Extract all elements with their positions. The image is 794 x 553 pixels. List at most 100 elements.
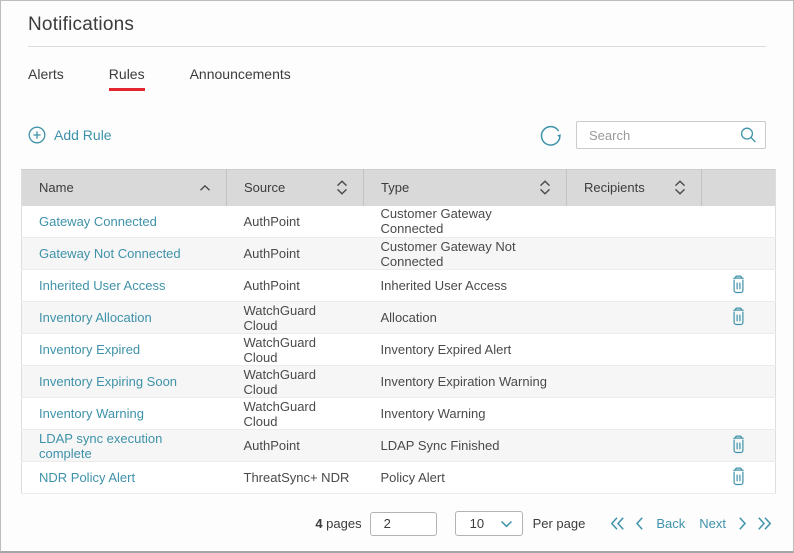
next-page-button[interactable] <box>738 516 747 531</box>
last-page-button[interactable] <box>757 516 772 531</box>
pages-total: 4 pages <box>315 516 361 531</box>
pages-label: pages <box>326 516 362 531</box>
table-row: NDR Policy Alert ThreatSync+ NDR Policy … <box>21 461 776 494</box>
column-label: Source <box>244 180 286 196</box>
table-row: Inventory Expired WatchGuard Cloud Inven… <box>21 333 776 366</box>
add-rule-label: Add Rule <box>54 127 112 143</box>
table-row: Inventory Warning WatchGuard Cloud Inven… <box>21 397 776 430</box>
pagination: 4 pages 10 Per page Back Next <box>22 511 772 536</box>
delete-rule-button[interactable] <box>730 275 747 294</box>
cell-source: AuthPoint <box>226 429 364 462</box>
delete-rule-button[interactable] <box>730 467 747 486</box>
rule-name-link[interactable]: Gateway Connected <box>39 213 157 229</box>
cell-recipients <box>566 333 702 366</box>
tab-alerts[interactable]: Alerts <box>28 66 64 91</box>
column-header-source[interactable]: Source <box>226 169 364 206</box>
cell-source: AuthPoint <box>226 237 364 270</box>
double-chevron-right-icon <box>758 517 772 530</box>
cell-type: Inventory Expiration Warning <box>363 365 567 398</box>
per-page-label: Per page <box>532 516 586 531</box>
cell-type: Customer Gateway Connected <box>363 205 567 238</box>
refresh-icon <box>540 125 561 146</box>
tab-label: Rules <box>108 66 145 82</box>
cell-recipients <box>566 397 702 430</box>
prev-page-button[interactable] <box>635 516 644 531</box>
cell-recipients <box>566 429 702 462</box>
cell-type: Allocation <box>363 301 567 334</box>
column-label: Type <box>381 180 410 196</box>
rule-name-link[interactable]: Inventory Allocation <box>39 310 152 325</box>
cell-source: WatchGuard Cloud <box>226 333 364 366</box>
cell-type: Inherited User Access <box>363 269 567 302</box>
sort-both-icon <box>337 180 347 196</box>
sort-ascending-icon <box>200 184 210 191</box>
pages-count: 4 <box>315 516 323 531</box>
back-button[interactable]: Back <box>656 516 686 531</box>
rule-name-link[interactable]: Gateway Not Connected <box>39 246 181 261</box>
plus-circle-icon <box>28 126 46 144</box>
table-row: Gateway Not Connected AuthPoint Customer… <box>21 237 776 270</box>
rule-name-link[interactable]: Inherited User Access <box>39 278 166 293</box>
table-row: LDAP sync execution complete AuthPoint L… <box>21 429 776 462</box>
cell-source: ThreatSync+ NDR <box>226 461 364 494</box>
sort-both-icon <box>675 180 685 196</box>
toolbar: Add Rule <box>28 121 766 149</box>
cell-recipients <box>566 237 702 270</box>
column-header-name[interactable]: Name <box>21 169 227 206</box>
chevron-left-icon <box>636 517 644 530</box>
cell-recipients <box>566 269 702 302</box>
table-row: Inventory Expiring Soon WatchGuard Cloud… <box>21 365 776 398</box>
delete-rule-button[interactable] <box>730 307 747 326</box>
trash-icon <box>732 307 744 325</box>
refresh-button[interactable] <box>538 123 563 147</box>
add-rule-button[interactable]: Add Rule <box>28 126 112 144</box>
column-header-actions <box>701 169 776 206</box>
search-icon[interactable] <box>739 126 757 144</box>
rule-name-link[interactable]: NDR Policy Alert <box>39 470 136 485</box>
tab-label: Announcements <box>189 66 291 82</box>
page-title: Notifications <box>28 1 766 47</box>
column-label: Name <box>39 180 74 196</box>
cell-type: Policy Alert <box>363 461 567 494</box>
rule-name-link[interactable]: Inventory Warning <box>39 406 145 421</box>
rules-table: Name Source Type Recipients Gateway Conn… <box>21 169 776 494</box>
cell-source: AuthPoint <box>226 269 364 302</box>
chevron-right-icon <box>739 517 747 530</box>
column-header-recipients[interactable]: Recipients <box>566 169 702 206</box>
table-row: Inventory Allocation WatchGuard Cloud Al… <box>21 301 776 334</box>
cell-source: WatchGuard Cloud <box>226 301 364 334</box>
current-page-input[interactable] <box>369 511 437 536</box>
trash-icon <box>732 467 744 485</box>
first-page-button[interactable] <box>610 516 625 531</box>
delete-rule-button[interactable] <box>730 435 747 454</box>
tab-announcements[interactable]: Announcements <box>190 66 291 91</box>
double-chevron-left-icon <box>611 517 625 530</box>
tab-rules[interactable]: Rules <box>108 66 145 91</box>
per-page-select[interactable]: 10 <box>454 511 523 536</box>
cell-type: Customer Gateway Not Connected <box>363 237 567 270</box>
search-input[interactable] <box>576 121 766 149</box>
cell-recipients <box>566 205 702 238</box>
column-label: Recipients <box>584 180 645 196</box>
cell-source: WatchGuard Cloud <box>226 365 364 398</box>
rule-name-link[interactable]: LDAP sync execution complete <box>39 430 163 461</box>
table-body: Gateway Connected AuthPoint Customer Gat… <box>21 205 776 494</box>
cell-source: WatchGuard Cloud <box>226 397 364 430</box>
cell-type: LDAP Sync Finished <box>363 429 567 462</box>
cell-type: Inventory Expired Alert <box>363 333 567 366</box>
cell-recipients <box>566 461 702 494</box>
next-button[interactable]: Next <box>699 516 726 531</box>
table-row: Gateway Connected AuthPoint Customer Gat… <box>21 205 776 238</box>
column-header-type[interactable]: Type <box>363 169 567 206</box>
table-row: Inherited User Access AuthPoint Inherite… <box>21 269 776 302</box>
search-box <box>576 121 766 149</box>
trash-icon <box>732 435 744 453</box>
cell-source: AuthPoint <box>226 205 364 238</box>
pager: Back Next <box>600 516 772 531</box>
tab-bar: Alerts Rules Announcements <box>28 66 766 91</box>
chevron-down-icon <box>500 520 512 527</box>
rule-name-link[interactable]: Inventory Expiring Soon <box>39 374 178 389</box>
sort-both-icon <box>540 180 550 196</box>
rule-name-link[interactable]: Inventory Expired <box>39 342 141 357</box>
